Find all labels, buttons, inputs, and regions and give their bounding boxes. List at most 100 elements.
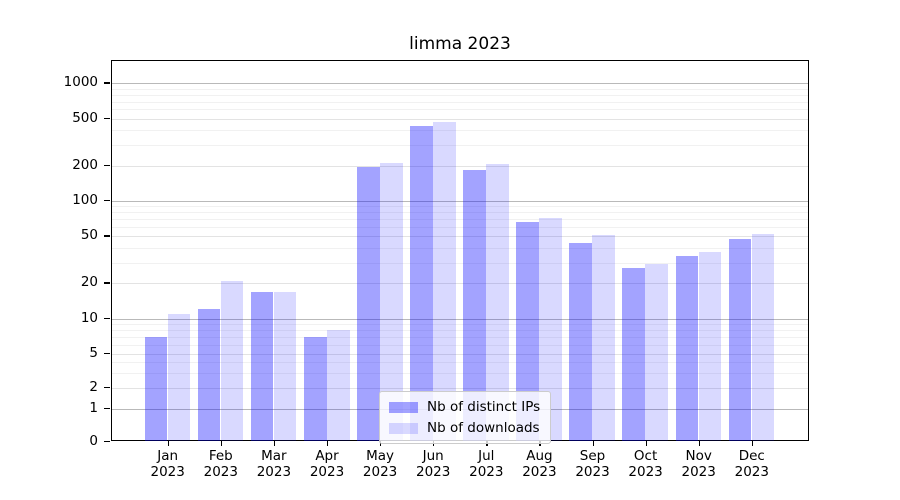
bar-distinct-ips-apr (303, 336, 327, 441)
bar-distinct-ips-oct (622, 267, 646, 441)
x-tick-mark-10 (698, 441, 700, 446)
y-tick-mark-1000 (104, 82, 110, 84)
gridline-8 (112, 330, 808, 332)
x-tick-label-jul: Jul 2023 (469, 448, 504, 480)
legend-label-downloads: Nb of downloads (427, 420, 540, 436)
y-tick-label-20: 20 (80, 274, 98, 291)
y-tick-label-200: 200 (72, 156, 98, 173)
bar-distinct-ips-jul (463, 169, 486, 441)
gridline-80 (112, 212, 808, 214)
bar-downloads-sep (592, 235, 616, 441)
y-tick-mark-5 (104, 353, 110, 355)
gridline-1000 (112, 83, 808, 85)
plot-area: Nb of distinct IPs Nb of downloads (111, 60, 809, 444)
gridline-900 (112, 88, 808, 90)
x-tick-label-sep: Sep 2023 (575, 448, 610, 480)
bar-distinct-ips-nov (675, 256, 699, 441)
y-tick-label-2: 2 (89, 379, 98, 395)
bar-distinct-ips-aug (516, 221, 539, 441)
chart-title: limma 2023 (409, 34, 511, 54)
bar-distinct-ips-may (356, 166, 380, 441)
legend-swatch-distinct-ips (389, 401, 418, 413)
gridline-500 (112, 118, 808, 120)
legend-swatch-downloads (389, 422, 418, 434)
bar-downloads-nov (698, 251, 722, 441)
y-tick-label-10: 10 (80, 309, 98, 326)
x-tick-label-feb: Feb 2023 (203, 448, 238, 480)
bar-distinct-ips-mar (250, 291, 274, 441)
y-tick-label-100: 100 (72, 192, 98, 208)
y-tick-label-5: 5 (89, 345, 98, 362)
gridline-90 (112, 206, 808, 208)
y-tick-mark-0 (104, 441, 110, 443)
bar-distinct-ips-dec (728, 238, 752, 441)
y-tick-label-50: 50 (80, 227, 98, 244)
legend-label-distinct-ips: Nb of distinct IPs (427, 399, 541, 415)
gridline-60 (112, 227, 808, 229)
x-tick-mark-9 (645, 441, 647, 446)
bar-distinct-ips-sep (569, 243, 593, 441)
y-tick-label-1000: 1000 (63, 74, 98, 91)
bar-downloads-jun (433, 121, 456, 441)
gridline-40 (112, 247, 808, 249)
x-tick-label-may: May 2023 (362, 448, 398, 480)
x-tick-label-oct: Oct 2023 (628, 448, 663, 480)
y-tick-mark-10 (104, 317, 110, 319)
gridline-50 (112, 236, 808, 238)
bar-downloads-aug (539, 217, 562, 441)
x-tick-label-aug: Aug 2023 (522, 448, 557, 480)
y-tick-mark-500 (104, 117, 110, 119)
x-tick-label-nov: Nov 2023 (681, 448, 716, 480)
bar-downloads-dec (751, 233, 775, 441)
bar-downloads-oct (645, 264, 669, 441)
bar-downloads-feb (220, 280, 244, 441)
bar-downloads-jul (486, 164, 509, 441)
gridline-600 (112, 109, 808, 111)
legend: Nb of distinct IPs Nb of downloads (379, 391, 552, 444)
y-tick-mark-20 (104, 282, 110, 284)
y-tick-label-1: 1 (89, 399, 98, 416)
bar-downloads-may (379, 163, 403, 441)
bar-distinct-ips-feb (197, 309, 221, 441)
x-tick-mark-11 (751, 441, 754, 446)
gridline-5 (112, 354, 808, 356)
x-tick-label-apr: Apr 2023 (309, 448, 345, 480)
bar-downloads-jan (167, 313, 191, 441)
gridline-3 (112, 372, 808, 374)
x-tick-label-dec: Dec 2023 (734, 448, 769, 480)
x-tick-mark-0 (167, 441, 169, 446)
gridline-4 (112, 361, 808, 363)
gridline-30 (112, 262, 808, 264)
x-tick-mark-8 (592, 441, 594, 446)
bar-distinct-ips-jun (410, 126, 433, 441)
bar-downloads-mar (273, 291, 297, 441)
x-tick-mark-1 (220, 441, 223, 446)
gridline-2 (112, 388, 808, 389)
x-tick-label-jan: Jan 2023 (150, 448, 185, 480)
legend-item-distinct-ips: Nb of distinct IPs (389, 399, 540, 415)
gridline-700 (112, 101, 808, 103)
gridline-10 (112, 318, 808, 320)
gridline-70 (112, 219, 808, 221)
gridline-200 (112, 165, 808, 167)
gridline-300 (112, 144, 808, 146)
bar-downloads-apr (326, 330, 350, 441)
x-tick-mark-3 (327, 441, 329, 446)
gridline-20 (112, 283, 808, 285)
y-tick-mark-100 (104, 200, 110, 202)
y-tick-mark-50 (104, 235, 110, 237)
x-tick-label-mar: Mar 2023 (256, 448, 292, 480)
gridline-800 (112, 94, 808, 96)
gridline-7 (112, 336, 808, 338)
legend-item-downloads: Nb of downloads (389, 420, 540, 436)
gridline-100 (112, 201, 808, 202)
y-tick-mark-1 (104, 407, 110, 409)
gridline-9 (112, 324, 808, 326)
gridline-400 (112, 130, 808, 132)
y-tick-label-0: 0 (89, 433, 98, 449)
x-tick-mark-2 (273, 441, 276, 446)
y-tick-mark-200 (104, 164, 110, 166)
x-tick-label-jun: Jun 2023 (416, 448, 451, 480)
gridline-6 (112, 344, 808, 346)
